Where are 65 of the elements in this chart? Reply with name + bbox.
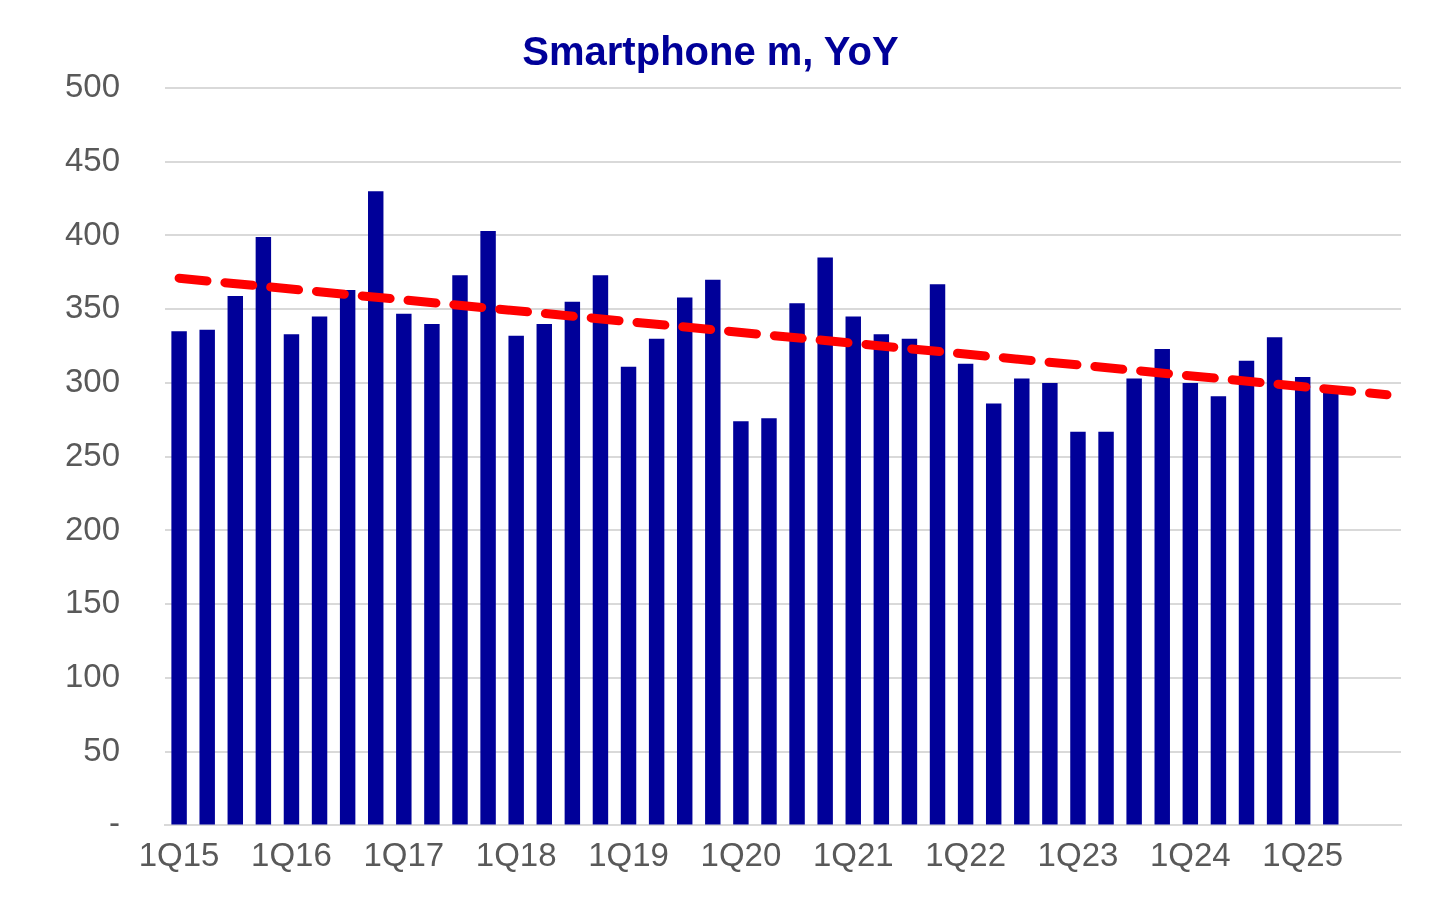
bar <box>564 301 581 825</box>
bar <box>592 275 609 825</box>
y-tick-label: 500 <box>65 67 121 105</box>
y-tick-label: 400 <box>65 214 121 252</box>
bar <box>1126 378 1142 825</box>
bar <box>620 366 637 825</box>
y-tick-label: 150 <box>65 583 121 621</box>
bar <box>761 418 777 825</box>
chart-title: Smartphone m, YoY <box>522 29 899 74</box>
bar <box>676 297 693 825</box>
bar <box>985 403 1002 825</box>
bar <box>845 316 861 825</box>
bar <box>957 363 974 825</box>
bar <box>452 275 468 825</box>
bar <box>255 236 272 825</box>
bar <box>901 338 918 825</box>
bar <box>1182 382 1199 825</box>
x-tick-label: 1Q18 <box>475 836 557 874</box>
bar <box>705 279 721 825</box>
bar <box>817 257 833 825</box>
x-tick-label: 1Q25 <box>1262 836 1344 874</box>
x-tick-label: 1Q16 <box>251 836 332 874</box>
y-tick-label: 250 <box>65 435 121 473</box>
bar <box>929 284 946 825</box>
bar <box>1238 360 1255 825</box>
bar <box>1210 396 1227 825</box>
bar <box>789 303 805 825</box>
bar <box>648 338 665 825</box>
bar <box>1042 382 1058 825</box>
bar <box>396 313 412 825</box>
bar <box>1266 337 1283 825</box>
bar <box>1154 349 1170 825</box>
bar <box>311 316 328 825</box>
bar <box>1323 390 1339 825</box>
x-tick-label: 1Q17 <box>363 836 445 874</box>
y-tick-label: 200 <box>65 509 121 547</box>
x-tick-label: 1Q15 <box>138 836 220 874</box>
y-tick-label: 100 <box>65 657 121 695</box>
bar <box>199 329 215 825</box>
x-tick-label: 1Q22 <box>925 836 1006 874</box>
x-tick-label: 1Q24 <box>1149 836 1231 874</box>
bar <box>536 323 552 825</box>
x-tick-label: 1Q20 <box>700 836 782 874</box>
y-tick-label: 300 <box>65 362 121 400</box>
y-tick-label: - <box>109 804 121 842</box>
bar <box>339 290 356 825</box>
bar <box>227 295 244 825</box>
x-tick-label: 1Q21 <box>812 836 894 874</box>
bar <box>480 231 496 825</box>
bar <box>1294 377 1311 825</box>
bar <box>1014 378 1030 825</box>
bar <box>171 331 187 825</box>
bar <box>283 334 300 825</box>
y-tick-label: 450 <box>65 140 121 178</box>
bar <box>873 334 890 825</box>
bar <box>508 335 524 825</box>
x-tick-label: 1Q23 <box>1037 836 1119 874</box>
bar <box>1070 431 1086 825</box>
bar <box>733 421 749 825</box>
bar <box>424 323 440 825</box>
y-tick-label: 50 <box>83 730 121 768</box>
x-tick-label: 1Q19 <box>588 836 669 874</box>
y-tick-label: 350 <box>65 288 121 326</box>
bar <box>1098 431 1114 825</box>
bar <box>368 191 384 825</box>
